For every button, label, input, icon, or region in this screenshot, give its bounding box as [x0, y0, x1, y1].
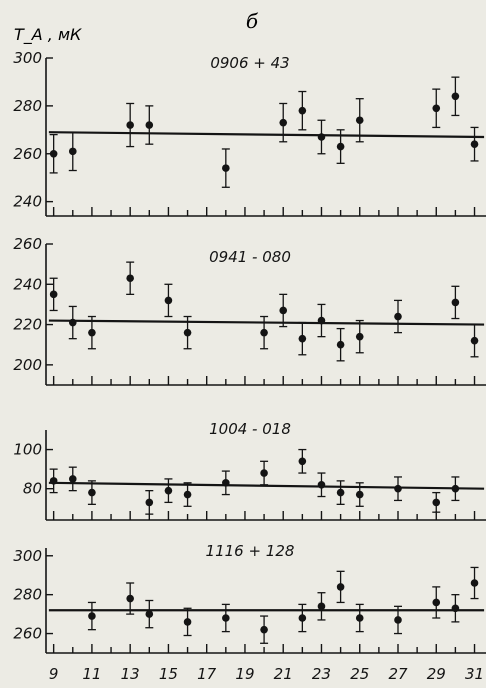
- fit-line: [48, 131, 485, 139]
- data-point: [164, 486, 173, 495]
- data-point: [279, 118, 288, 127]
- chart-panel-4: 260 280 300 1116 + 128 9 11 13 15 17 19 21 23 25 27 29…: [13, 542, 486, 683]
- data-point: [336, 488, 345, 497]
- data-point: [49, 149, 58, 158]
- data-point: [145, 121, 154, 129]
- data-point: [49, 290, 58, 299]
- data-point: [298, 614, 307, 622]
- data-point: [355, 614, 364, 622]
- data-point: [355, 332, 364, 341]
- data-point: [279, 306, 288, 315]
- y-tick-label: 280: [13, 97, 42, 115]
- x-tick-label: 27: [388, 665, 408, 683]
- y-tick-label: 220: [13, 316, 42, 334]
- data-point: [126, 594, 134, 603]
- data-point: [145, 610, 154, 618]
- data-point: [126, 121, 134, 129]
- y-tick-label: 260: [13, 625, 42, 643]
- y-tick-label: 100: [13, 441, 42, 459]
- data-point: [451, 604, 460, 613]
- data-point: [317, 602, 326, 611]
- panel-letter: б: [246, 9, 259, 33]
- x-tick-label: 23: [312, 665, 331, 683]
- x-tick-label: 31: [465, 665, 484, 683]
- data-point: [451, 92, 460, 101]
- data-point: [317, 316, 326, 325]
- data-point: [183, 490, 192, 499]
- data-point: [432, 498, 441, 507]
- y-axis-title: T_A , мК: [14, 25, 82, 45]
- y-tick-label: 280: [13, 586, 42, 604]
- data-point: [298, 106, 307, 115]
- x-tick-label: 25: [350, 665, 369, 683]
- data-point: [298, 457, 307, 466]
- data-point: [260, 625, 268, 634]
- data-point: [317, 480, 326, 489]
- fit-line: [48, 319, 485, 326]
- x-tick-label: 13: [121, 665, 140, 683]
- y-tick-label: 260: [13, 145, 42, 163]
- data-point: [68, 475, 77, 483]
- chart-panel-1: 240 260 280 300 0906 + 43: [13, 49, 486, 217]
- data-point: [336, 583, 345, 591]
- y-tick-label: 300: [13, 547, 42, 565]
- y-tick-label: 240: [13, 275, 42, 293]
- x-tick-label: 11: [82, 665, 101, 683]
- data-point: [68, 318, 77, 327]
- data-point: [451, 484, 460, 493]
- y-tick-label: 240: [13, 193, 42, 211]
- data-point: [183, 618, 192, 626]
- y-tick-label: 300: [13, 49, 42, 67]
- data-point: [394, 484, 402, 493]
- data-point: [470, 336, 479, 345]
- data-point: [88, 328, 96, 337]
- x-tick-label: 29: [427, 665, 446, 683]
- data-point: [336, 340, 345, 349]
- x-tick-label: 15: [159, 665, 178, 683]
- y-tick-label: 260: [13, 235, 42, 253]
- data-point: [145, 498, 154, 507]
- data-point: [88, 488, 96, 497]
- chart-panel-2: 200 220 240 260 0941 - 080: [13, 235, 486, 386]
- data-point: [260, 328, 268, 337]
- chart-panel-3: 80 100 1004 - 018: [13, 420, 486, 521]
- data-point: [222, 479, 230, 487]
- data-point: [336, 142, 345, 151]
- x-tick-label: 19: [235, 665, 254, 683]
- fit-line: [48, 481, 485, 490]
- data-point: [126, 274, 134, 283]
- data-point: [183, 328, 192, 337]
- x-tick-label: 17: [197, 665, 217, 683]
- data-point: [164, 296, 173, 305]
- data-point: [68, 147, 77, 156]
- y-tick-label: 80: [23, 480, 42, 498]
- panel-title: 0941 - 080: [209, 248, 291, 266]
- data-point: [317, 133, 326, 141]
- data-point: [49, 477, 58, 485]
- data-point: [355, 490, 364, 499]
- panel-title: 1116 + 128: [206, 542, 295, 560]
- data-point: [394, 312, 402, 321]
- data-point: [355, 116, 364, 125]
- data-point: [222, 164, 230, 172]
- panel-title: 0906 + 43: [210, 54, 289, 72]
- x-tick-label: 9: [49, 665, 59, 683]
- data-point: [432, 104, 441, 113]
- data-point: [451, 298, 460, 307]
- data-point: [260, 469, 268, 477]
- y-tick-label: 200: [13, 356, 42, 374]
- data-point: [222, 614, 230, 622]
- data-point: [394, 616, 402, 624]
- chart-panels: 240 260 280 300 0906 + 43 200 220 240 260 0941 - …: [13, 49, 486, 683]
- x-tick-label: 21: [274, 665, 293, 683]
- data-point: [298, 334, 307, 343]
- data-point: [88, 612, 96, 620]
- data-point: [470, 579, 479, 587]
- panel-title: 1004 - 018: [209, 420, 291, 438]
- data-point: [432, 598, 441, 607]
- data-point: [470, 140, 479, 148]
